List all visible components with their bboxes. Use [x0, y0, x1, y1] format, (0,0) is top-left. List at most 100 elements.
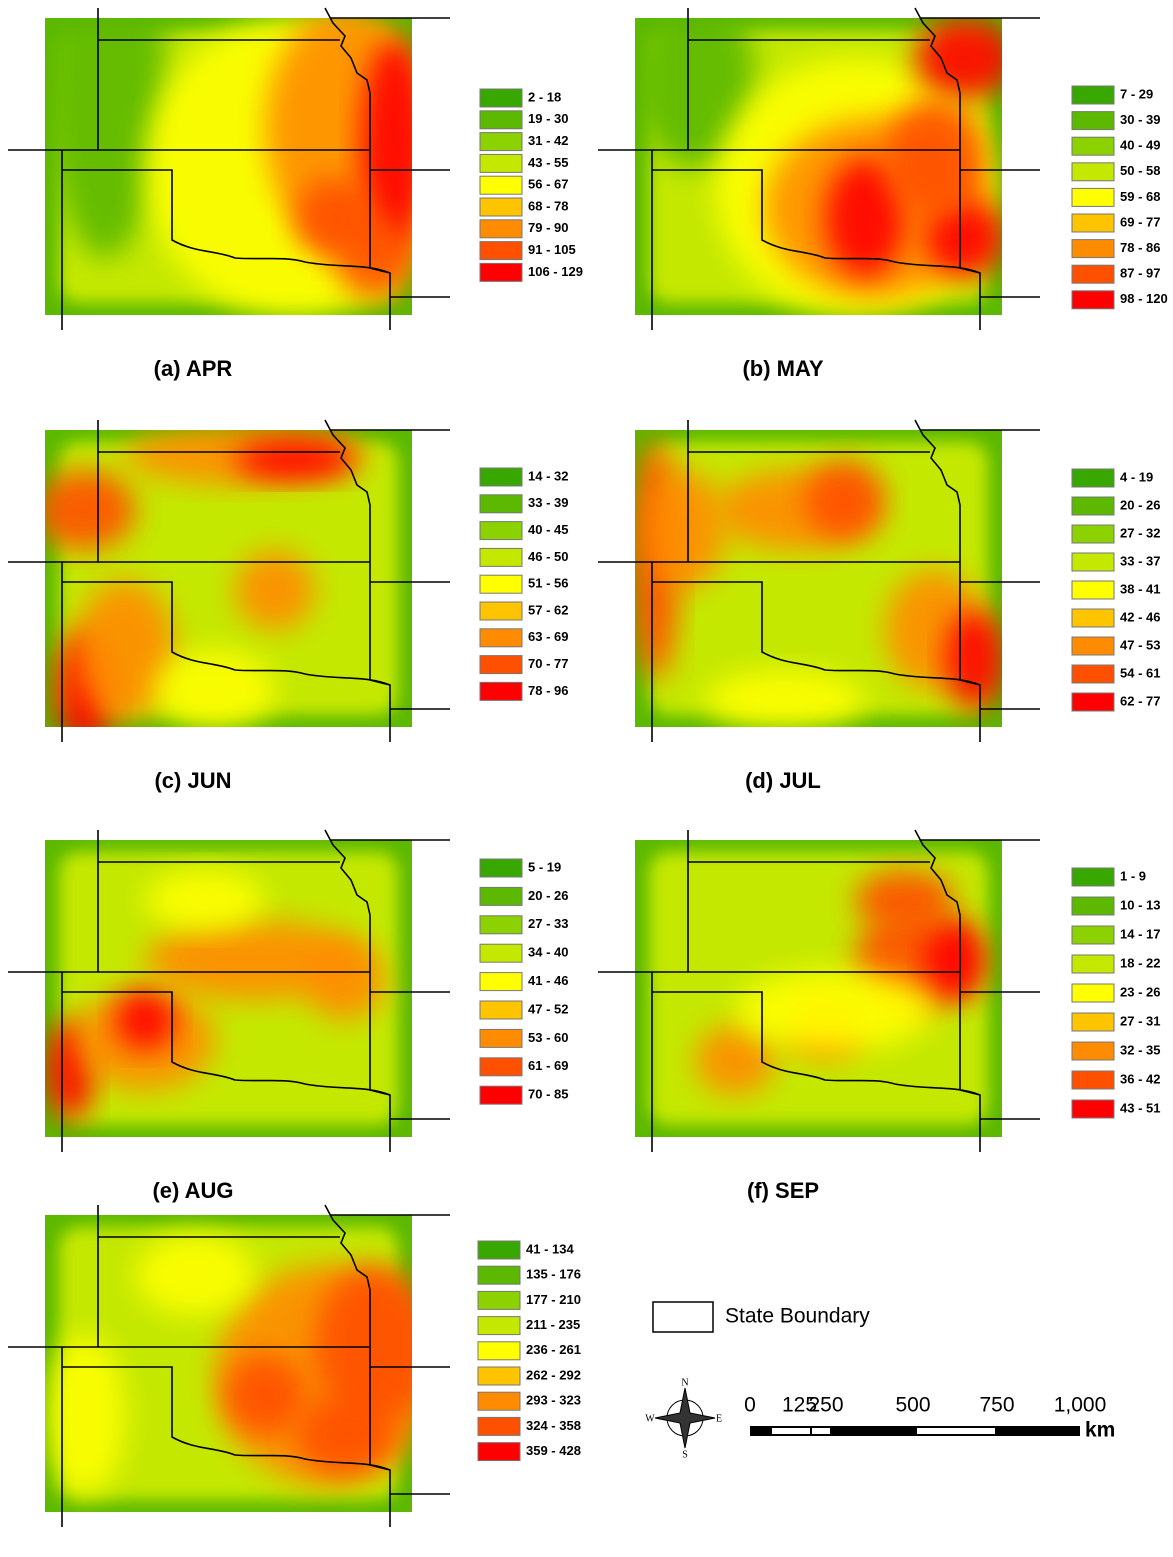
scale-label: 500	[895, 1394, 930, 1417]
legend-swatch	[478, 1241, 520, 1259]
map-panel	[8, 0, 450, 330]
legend-swatch	[480, 629, 522, 647]
panel-label: (f) SEP	[747, 1178, 819, 1203]
legend-label: 135 - 176	[526, 1267, 581, 1282]
legend-swatch	[480, 176, 522, 194]
legend-swatch	[478, 1266, 520, 1284]
legend-swatch	[1072, 1042, 1114, 1060]
legend-swatch	[478, 1367, 520, 1385]
heat-blob	[155, 650, 275, 730]
legend-label: 53 - 60	[528, 1030, 568, 1045]
legend-label: 18 - 22	[1120, 955, 1160, 970]
legend-swatch	[480, 1001, 522, 1019]
legend-label: 293 - 323	[526, 1393, 581, 1408]
legend-swatch	[480, 887, 522, 905]
scale-segment	[917, 1428, 995, 1434]
legend-swatch	[480, 89, 522, 107]
legend-swatch	[480, 682, 522, 700]
legend-swatch	[480, 468, 522, 486]
heat-blob	[735, 970, 935, 1050]
heat-blob	[805, 460, 885, 540]
legend-label: 33 - 37	[1120, 553, 1160, 568]
legend-label: 98 - 120	[1120, 291, 1168, 306]
legend-label: 43 - 55	[528, 155, 568, 170]
legend-label: 106 - 129	[528, 264, 583, 279]
heat-map	[635, 0, 1015, 318]
heat-blob	[925, 920, 985, 1000]
legend-label: 79 - 90	[528, 220, 568, 235]
heat-map	[630, 430, 1005, 730]
scale-segment	[997, 1428, 1080, 1434]
panel-label: (b) MAY	[742, 356, 823, 381]
panel-label: (a) APR	[154, 356, 233, 381]
legend-label: 236 - 261	[526, 1342, 581, 1357]
heat-blob	[35, 470, 135, 550]
legend-label: 41 - 134	[526, 1241, 574, 1256]
legend-label: 20 - 26	[528, 888, 568, 903]
figure: (a) APR2 - 1819 - 3031 - 4243 - 5556 - 6…	[0, 0, 1173, 1557]
legend-label: 30 - 39	[1120, 112, 1160, 127]
legend-swatch	[478, 1417, 520, 1435]
legend-swatch	[480, 548, 522, 566]
legend-label: 33 - 39	[528, 495, 568, 510]
legend-swatch	[478, 1317, 520, 1335]
map-panel	[598, 830, 1040, 1152]
scale-segment	[772, 1428, 790, 1434]
legend-label: 1 - 9	[1120, 868, 1146, 883]
legend-label: 262 - 292	[526, 1367, 581, 1382]
panel-label: (d) JUL	[745, 768, 821, 793]
map-panel	[598, 420, 1040, 742]
legend-label: 78 - 96	[528, 683, 568, 698]
heat-map	[635, 840, 1002, 1137]
heat-blob	[115, 990, 175, 1050]
legend-label: 62 - 77	[1120, 693, 1160, 708]
heat-blob	[145, 870, 265, 930]
map-panel	[8, 1205, 450, 1527]
legend-label: 57 - 62	[528, 602, 568, 617]
legend-label: 91 - 105	[528, 242, 576, 257]
legend-swatch	[480, 602, 522, 620]
legend-swatch	[1072, 955, 1114, 973]
legend-label: 59 - 68	[1120, 189, 1160, 204]
panel-label: (e) AUG	[152, 1178, 233, 1203]
scale-label: 250	[808, 1394, 843, 1417]
legend-label: 69 - 77	[1120, 214, 1160, 229]
legend-label: 36 - 42	[1120, 1071, 1160, 1086]
legend-swatch	[480, 944, 522, 962]
legend-swatch	[1072, 137, 1114, 155]
legend-swatch	[480, 522, 522, 540]
heat-map	[35, 425, 412, 750]
legend-label: 41 - 46	[528, 973, 568, 988]
legend-swatch	[1072, 86, 1114, 104]
heat-map	[45, 840, 412, 1137]
legend-label: 177 - 210	[526, 1292, 581, 1307]
compass-star	[655, 1388, 715, 1448]
legend-swatch	[1072, 553, 1114, 571]
legend-swatch	[1072, 525, 1114, 543]
legend-swatch	[1072, 1100, 1114, 1118]
legend-label: 78 - 86	[1120, 240, 1160, 255]
map-panel	[8, 830, 450, 1152]
legend-label: 63 - 69	[528, 629, 568, 644]
legend-swatch	[1072, 609, 1114, 627]
legend-swatch	[1072, 897, 1114, 915]
legend-swatch	[480, 154, 522, 172]
legend-label: 61 - 69	[528, 1058, 568, 1073]
legend-swatch	[480, 916, 522, 934]
legend-swatch	[478, 1342, 520, 1360]
legend-swatch	[1072, 637, 1114, 655]
heat-blob	[945, 610, 1005, 710]
legend-swatch	[1072, 665, 1114, 683]
legend-label: 19 - 30	[528, 111, 568, 126]
legend-label: 34 - 40	[528, 945, 568, 960]
legend-swatch	[1072, 1071, 1114, 1089]
legend-swatch	[480, 198, 522, 216]
legend-swatch	[1072, 214, 1114, 232]
legend-label: 211 - 235	[526, 1317, 580, 1332]
legend-label: 27 - 32	[1120, 525, 1160, 540]
legend-swatch	[1072, 497, 1114, 515]
legend-swatch	[1072, 265, 1114, 283]
legend-label: 2 - 18	[528, 89, 561, 104]
heat-blob	[335, 218, 415, 298]
legend-label: 5 - 19	[528, 859, 561, 874]
